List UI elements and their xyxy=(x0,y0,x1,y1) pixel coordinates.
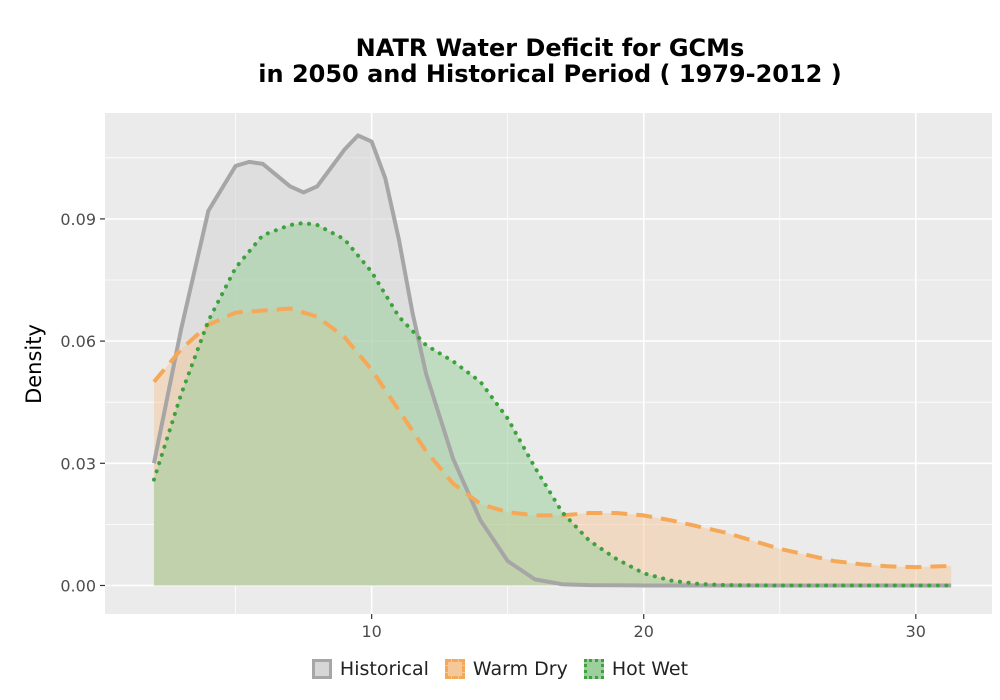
y-tick-label: 0.03 xyxy=(60,454,96,473)
x-tick-label: 20 xyxy=(634,622,654,641)
legend-key-swatch xyxy=(311,659,332,679)
x-tick-label: 30 xyxy=(906,622,926,641)
legend-item: Historical xyxy=(311,658,429,680)
legend-label: Warm Dry xyxy=(472,658,568,680)
chart-legend: Historical Warm Dry Hot Wet xyxy=(0,658,1000,680)
legend-item: Warm Dry xyxy=(444,658,568,680)
legend-label: Historical xyxy=(339,658,429,680)
density-line-warm-dry xyxy=(152,306,952,570)
chart-title-line1: NATR Water Deficit for GCMs xyxy=(355,34,745,62)
chart-title-line2: in 2050 and Historical Period ( 1979-201… xyxy=(258,60,842,88)
legend-item: Hot Wet xyxy=(583,658,689,680)
density-area-hot-wet xyxy=(153,222,952,586)
y-tick-label: 0.06 xyxy=(60,332,96,351)
legend-key-swatch xyxy=(444,659,465,679)
x-tick-label: 10 xyxy=(361,622,381,641)
y-axis-title: Density xyxy=(22,324,46,404)
y-tick-label: 0.09 xyxy=(60,210,96,229)
y-tick-label: 0.00 xyxy=(60,576,96,595)
density-line-historical xyxy=(152,133,952,588)
legend-key-swatch xyxy=(583,659,604,679)
legend-label: Hot Wet xyxy=(611,658,689,680)
density-line-hot-wet xyxy=(151,220,954,588)
